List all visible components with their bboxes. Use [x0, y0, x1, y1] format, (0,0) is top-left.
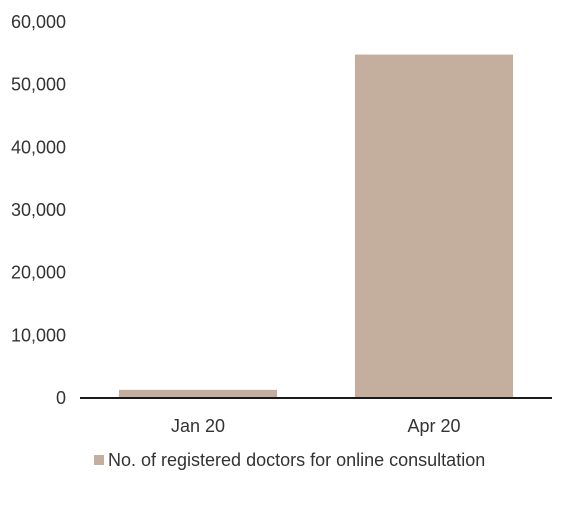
legend-swatch: [94, 455, 104, 465]
y-tick-label: 20,000: [11, 263, 66, 283]
y-tick-label: 10,000: [11, 325, 66, 345]
legend: No. of registered doctors for online con…: [94, 450, 485, 470]
y-tick-label: 0: [56, 388, 66, 408]
bar-jan-20: [118, 389, 278, 398]
y-axis-tick-labels: 0 10,000 20,000 30,000 40,000 50,000 60,000: [11, 12, 66, 408]
x-axis-category-labels: Jan 20 Apr 20: [171, 416, 461, 436]
y-tick-label: 30,000: [11, 200, 66, 220]
bar-series: [118, 54, 514, 398]
y-tick-label: 50,000: [11, 75, 66, 95]
y-tick-label: 40,000: [11, 137, 66, 157]
legend-label: No. of registered doctors for online con…: [108, 450, 485, 470]
x-category-label: Jan 20: [171, 416, 225, 436]
y-tick-label: 60,000: [11, 12, 66, 32]
bar-apr-20: [354, 54, 514, 398]
x-category-label: Apr 20: [407, 416, 460, 436]
